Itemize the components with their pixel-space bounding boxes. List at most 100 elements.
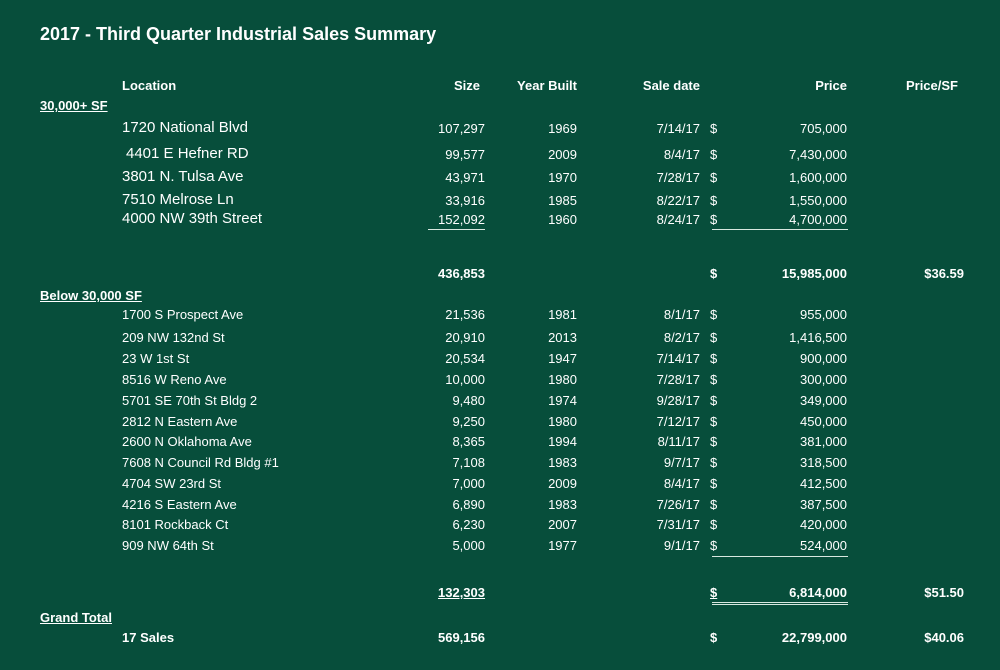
row-year-built: 1977 (548, 538, 577, 553)
row-location: 2600 N Oklahoma Ave (122, 434, 252, 449)
row-year-built: 2007 (548, 517, 577, 532)
row-sale-date: 9/1/17 (663, 538, 700, 553)
row-location: 209 NW 132nd St (122, 330, 225, 345)
row-year-built: 2013 (548, 330, 577, 345)
row-year-built: 2009 (548, 476, 577, 491)
price-underline (712, 229, 848, 230)
row-size: 152,092 (438, 212, 485, 227)
row-price: 381,000 (800, 434, 847, 449)
row-price: 1,416,500 (789, 330, 847, 345)
row-sale-date: 7/28/17 (656, 170, 700, 185)
row-currency: $ (710, 307, 718, 322)
grand-total-price: 22,799,000 (781, 630, 847, 645)
row-sale-date: 8/1/17 (663, 307, 700, 322)
row-sale-date: 7/14/17 (656, 351, 700, 366)
sales-count: 17 Sales (122, 630, 175, 645)
row-currency: $ (710, 170, 718, 185)
row-currency: $ (710, 538, 718, 553)
row-location: 2812 N Eastern Ave (122, 414, 238, 429)
row-size: 6,890 (452, 497, 485, 512)
row-currency: $ (710, 121, 718, 136)
row-sale-date: 7/31/17 (656, 517, 700, 532)
row-year-built: 1985 (548, 193, 577, 208)
row-size: 20,534 (445, 351, 485, 366)
row-currency: $ (710, 414, 718, 429)
row-size: 10,000 (445, 372, 485, 387)
row-price: 420,000 (800, 517, 847, 532)
subtotal-price: 15,985,000 (781, 266, 847, 281)
row-sale-date: 7/26/17 (656, 497, 700, 512)
row-currency: $ (710, 393, 718, 408)
row-size: 20,910 (445, 330, 485, 345)
subtotal-size: 132,303 (438, 585, 485, 600)
row-currency: $ (710, 434, 718, 449)
row-size: 8,365 (452, 434, 485, 449)
row-currency: $ (710, 147, 718, 162)
row-location: 8101 Rockback Ct (122, 517, 229, 532)
row-location: 4000 NW 39th Street (122, 210, 263, 227)
section-label-large: 30,000+ SF (40, 98, 108, 113)
row-location: 23 W 1st St (122, 351, 190, 366)
price-double-underline (712, 602, 848, 605)
row-currency: $ (710, 476, 718, 491)
row-price: 349,000 (800, 393, 847, 408)
row-year-built: 2009 (548, 147, 577, 162)
row-size: 33,916 (445, 193, 485, 208)
subtotal-currency: $ (710, 266, 718, 281)
row-size: 21,536 (445, 307, 485, 322)
row-location: 5701 SE 70th St Bldg 2 (122, 393, 258, 408)
header-sale-date: Sale date (642, 78, 700, 93)
row-sale-date: 8/11/17 (657, 434, 700, 449)
grand-total-currency: $ (710, 630, 718, 645)
row-location: 4216 S Eastern Ave (122, 497, 237, 512)
row-price: 524,000 (800, 538, 847, 553)
row-location: 3801 N. Tulsa Ave (122, 168, 244, 185)
row-size: 9,250 (452, 414, 485, 429)
row-year-built: 1970 (548, 170, 577, 185)
row-currency: $ (710, 330, 718, 345)
row-size: 107,297 (438, 121, 485, 136)
row-price: 387,500 (800, 497, 847, 512)
row-currency: $ (710, 517, 718, 532)
section-label-small: Below 30,000 SF (40, 288, 142, 303)
row-sale-date: 7/14/17 (656, 121, 700, 136)
row-currency: $ (710, 455, 718, 470)
row-price: 1,550,000 (789, 193, 847, 208)
page-title: 2017 - Third Quarter Industrial Sales Su… (40, 24, 437, 44)
row-location: 1700 S Prospect Ave (122, 307, 244, 322)
row-sale-date: 7/12/17 (656, 414, 700, 429)
row-price: 318,500 (800, 455, 847, 470)
row-year-built: 1960 (548, 212, 577, 227)
grand-total-price-sf: $40.06 (924, 630, 964, 645)
row-size: 99,577 (445, 147, 485, 162)
row-year-built: 1983 (548, 455, 577, 470)
row-size: 7,000 (452, 476, 485, 491)
row-sale-date: 9/7/17 (663, 455, 700, 470)
row-currency: $ (710, 351, 718, 366)
row-location: 909 NW 64th St (122, 538, 214, 553)
subtotal-price-sf: $51.50 (924, 585, 964, 600)
subtotal-price: 6,814,000 (789, 585, 847, 600)
row-price: 4,700,000 (789, 212, 847, 227)
row-currency: $ (710, 497, 718, 512)
row-location: 7608 N Council Rd Bldg #1 (122, 455, 279, 470)
grand-total-size: 569,156 (438, 630, 485, 645)
header-year-built: Year Built (517, 78, 577, 93)
row-year-built: 1981 (548, 307, 577, 322)
row-price: 450,000 (800, 414, 847, 429)
subtotal-price-sf: $36.59 (924, 266, 964, 281)
subtotal-size: 436,853 (438, 266, 485, 281)
row-location: 7510 Melrose Ln (122, 191, 234, 208)
row-sale-date: 7/28/17 (656, 372, 700, 387)
row-sale-date: 8/22/17 (656, 193, 700, 208)
row-year-built: 1994 (548, 434, 577, 449)
row-location: 4401 E Hefner RD (126, 145, 249, 162)
grand-total-label: Grand Total (40, 610, 112, 625)
subtotal-currency: $ (710, 585, 718, 600)
row-price: 1,600,000 (789, 170, 847, 185)
row-year-built: 1980 (548, 414, 577, 429)
row-currency: $ (710, 193, 718, 208)
row-sale-date: 8/4/17 (663, 476, 700, 491)
row-sale-date: 9/28/17 (656, 393, 700, 408)
row-size: 43,971 (445, 170, 485, 185)
